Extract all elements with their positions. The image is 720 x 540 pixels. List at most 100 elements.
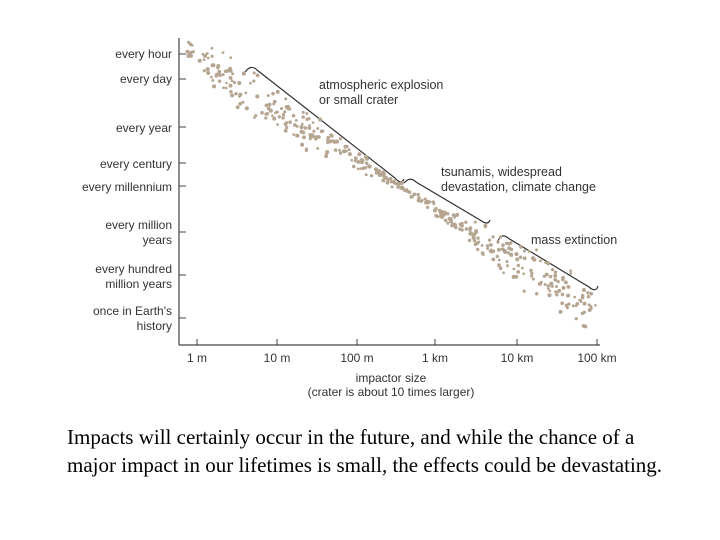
data-point <box>375 169 380 174</box>
data-point <box>230 79 234 83</box>
data-point <box>550 267 555 272</box>
data-point <box>516 263 520 268</box>
data-point <box>328 139 333 144</box>
data-point <box>396 185 400 189</box>
data-point <box>476 236 480 240</box>
data-point <box>468 226 473 231</box>
data-point <box>546 261 551 266</box>
data-point <box>498 266 503 271</box>
data-point <box>333 139 337 143</box>
data-point <box>433 208 437 213</box>
data-point <box>486 246 490 250</box>
data-point <box>502 271 505 275</box>
data-point <box>276 123 279 126</box>
y-tick-label: million years <box>105 277 172 291</box>
data-point <box>491 257 496 262</box>
data-point <box>554 290 558 294</box>
data-point <box>586 291 590 295</box>
data-point <box>487 238 492 242</box>
data-point <box>532 257 537 262</box>
data-point <box>356 160 361 164</box>
data-point <box>202 69 206 73</box>
data-point <box>295 133 300 138</box>
data-point <box>534 248 539 252</box>
data-point <box>244 91 248 95</box>
data-point <box>255 94 260 99</box>
data-point <box>205 67 210 72</box>
x-axis-title: impactor size <box>356 371 427 385</box>
data-point <box>249 81 252 85</box>
data-point <box>477 240 481 244</box>
data-point <box>244 106 249 111</box>
data-point <box>543 283 547 286</box>
data-point <box>497 258 501 262</box>
x-tick-label: 100 km <box>577 351 616 365</box>
data-point <box>471 235 476 240</box>
data-point <box>281 112 286 117</box>
data-point <box>519 245 523 249</box>
data-point <box>214 74 219 78</box>
data-point <box>567 302 571 306</box>
data-point <box>483 223 488 228</box>
x-tick-label: 10 km <box>501 351 534 365</box>
data-point <box>580 311 585 316</box>
data-point <box>264 116 268 120</box>
data-point <box>527 249 531 253</box>
data-point <box>521 266 524 270</box>
data-point <box>432 202 436 206</box>
data-point <box>326 138 330 142</box>
data-point <box>581 287 587 293</box>
data-point <box>464 220 468 224</box>
data-point <box>473 242 478 247</box>
data-point <box>443 210 447 215</box>
data-point <box>211 84 217 89</box>
data-point <box>393 181 398 186</box>
data-point <box>373 167 377 171</box>
data-point <box>305 112 309 116</box>
data-point <box>412 193 415 197</box>
data-point <box>252 79 256 83</box>
data-point <box>266 93 270 98</box>
data-point <box>496 247 501 252</box>
data-point <box>544 261 548 264</box>
data-point <box>356 167 360 171</box>
data-point <box>232 80 237 85</box>
data-point <box>586 294 591 299</box>
data-point <box>333 148 338 152</box>
data-point <box>425 205 430 210</box>
data-point <box>385 180 390 185</box>
data-point <box>553 277 558 282</box>
data-point <box>416 192 420 197</box>
data-point <box>295 124 299 128</box>
data-point <box>534 291 539 296</box>
data-point <box>502 248 507 253</box>
data-point <box>367 164 371 168</box>
data-point <box>253 116 256 119</box>
data-point <box>574 304 578 308</box>
y-tick-label: every year <box>116 121 172 135</box>
data-point <box>302 135 306 140</box>
data-point <box>185 49 190 54</box>
data-point <box>316 146 320 150</box>
data-point <box>228 76 233 80</box>
data-point <box>255 73 260 78</box>
data-point <box>299 125 304 130</box>
data-point <box>221 73 225 77</box>
data-point <box>303 126 308 130</box>
data-point <box>571 304 575 308</box>
data-point <box>301 130 306 135</box>
data-point <box>319 129 324 134</box>
data-point <box>569 269 573 273</box>
data-point <box>221 51 225 54</box>
data-point <box>344 149 348 153</box>
data-point <box>516 270 521 274</box>
data-point <box>211 63 216 67</box>
data-point <box>294 118 298 122</box>
data-point <box>560 301 565 306</box>
data-point <box>455 212 460 217</box>
data-point <box>589 306 593 310</box>
data-point <box>401 181 405 185</box>
data-point <box>515 257 520 262</box>
data-point <box>485 244 490 248</box>
data-point <box>264 103 269 108</box>
